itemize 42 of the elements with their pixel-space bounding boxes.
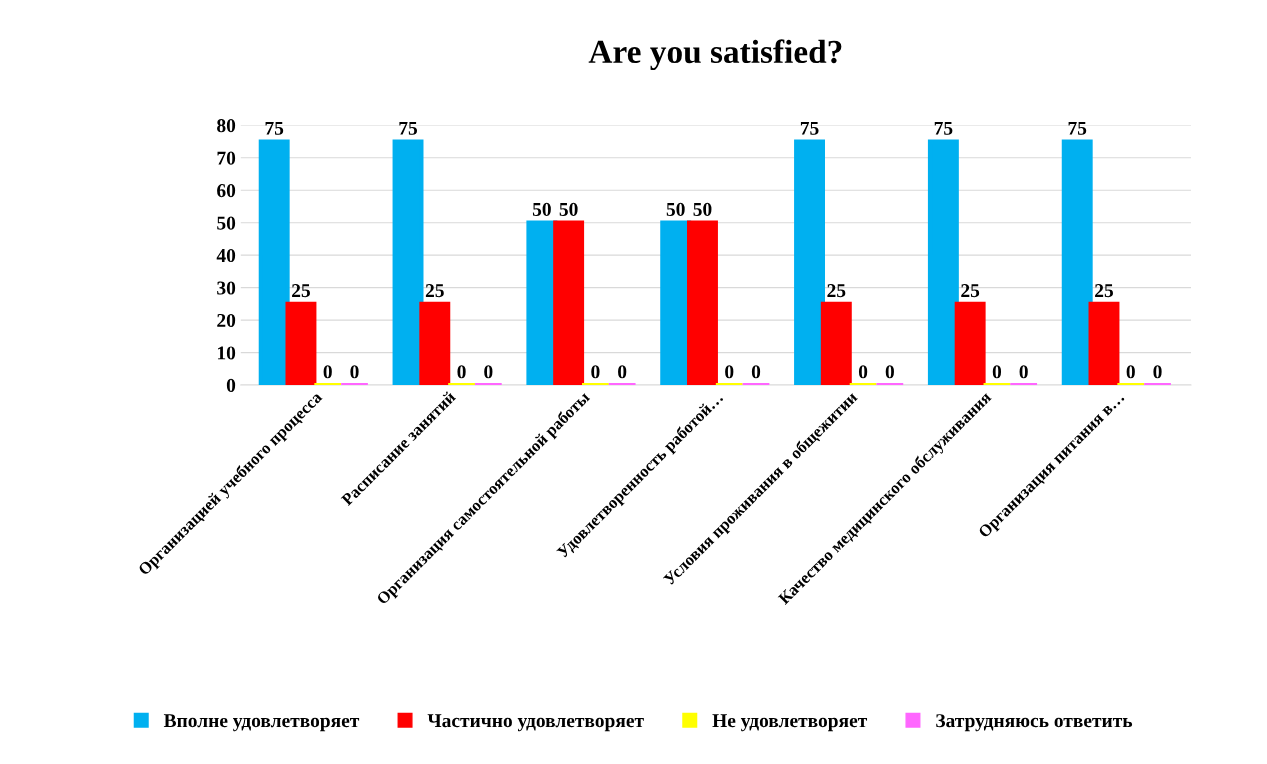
data-label: 0: [457, 365, 466, 379]
y-tick-label: 70: [217, 151, 236, 165]
data-label: 50: [693, 202, 712, 216]
data-label: 75: [265, 121, 284, 135]
data-label: 0: [858, 365, 868, 379]
data-label: 50: [559, 202, 578, 216]
data-label: 25: [292, 284, 310, 298]
data-label: 0: [350, 365, 359, 379]
data-label: 0: [484, 365, 493, 379]
y-tick-label: 10: [217, 346, 236, 360]
data-label: 0: [1153, 365, 1162, 379]
y-tick-label: 40: [216, 248, 236, 263]
y-tick-label: 30: [217, 281, 236, 295]
data-label: 0: [751, 365, 761, 379]
legend-label: Затрудняюсь ответить: [936, 714, 1133, 732]
data-label: 0: [885, 365, 894, 379]
data-label: 75: [800, 121, 819, 135]
data-label: 25: [425, 284, 444, 298]
data-label: 50: [666, 202, 685, 216]
y-tick-label: 80: [217, 119, 236, 133]
data-label: 75: [934, 121, 953, 135]
y-tick-label: 0: [226, 378, 236, 392]
data-label: 25: [1095, 284, 1113, 298]
data-label: 0: [725, 365, 734, 379]
legend-label: Вполне удовлетворяет: [163, 714, 360, 732]
y-tick-label: 20: [217, 313, 236, 328]
data-label: 25: [961, 284, 980, 298]
data-label: 0: [323, 365, 332, 379]
data-label: 0: [1019, 365, 1028, 379]
data-label: 0: [618, 365, 627, 379]
legend-label: Частично удовлетворяет: [427, 714, 644, 732]
data-label: 75: [399, 121, 418, 135]
data-label: 25: [827, 284, 846, 298]
chart-title: Are you satisfied?: [588, 39, 842, 70]
legend-label: Не удовлетворяет: [712, 714, 868, 732]
data-label: 50: [532, 202, 551, 216]
data-label: 75: [1068, 121, 1087, 135]
y-tick-label: 50: [217, 216, 236, 230]
data-label: 0: [992, 365, 1002, 379]
data-label: 0: [591, 365, 600, 379]
data-label: 0: [1126, 365, 1135, 379]
y-tick-label: 60: [217, 184, 236, 198]
